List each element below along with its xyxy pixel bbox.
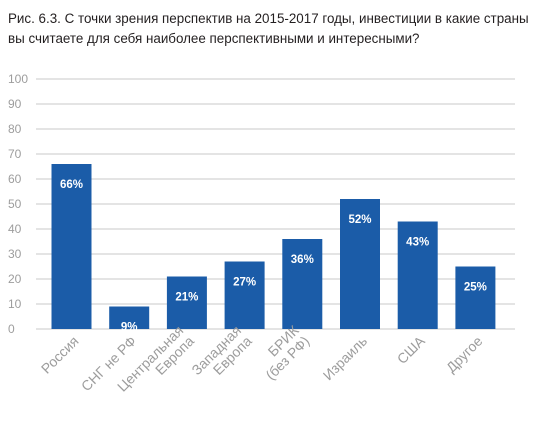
- x-category-label-line: США: [394, 332, 429, 367]
- y-tick-label: 40: [8, 222, 22, 236]
- x-category-label: Россия: [38, 333, 82, 377]
- y-tick-label: 10: [8, 297, 22, 311]
- y-tick-label: 70: [8, 147, 22, 161]
- bar: [224, 261, 265, 329]
- bar: [397, 221, 438, 329]
- bar: [166, 276, 207, 329]
- bar-data-label: 25%: [464, 282, 487, 294]
- bar: [455, 266, 496, 329]
- y-tick-label: 0: [8, 322, 15, 336]
- x-category-label: Другое: [443, 333, 486, 376]
- x-category-label-line: Израиль: [320, 333, 370, 383]
- y-tick-label: 20: [8, 272, 22, 286]
- bar-data-label: 52%: [348, 214, 371, 226]
- bar: [340, 199, 380, 329]
- bar-data-label: 66%: [60, 179, 83, 191]
- y-tick-label: 100: [8, 72, 28, 86]
- bar: [109, 306, 150, 329]
- bar-data-label: 21%: [175, 292, 198, 304]
- y-tick-label: 80: [8, 122, 22, 136]
- y-axis-ticks: 0 10 20 30 40 50 60 70 80 90 100: [8, 72, 28, 336]
- bar-data-label: 36%: [291, 254, 314, 266]
- x-category-label-line: Другое: [443, 333, 486, 376]
- bar-data-label: 27%: [233, 277, 256, 289]
- gridlines: [36, 78, 515, 330]
- y-tick-label: 30: [8, 247, 22, 261]
- x-category-label: БРИК(без РФ): [262, 322, 312, 383]
- y-tick-label: 60: [8, 172, 22, 186]
- bar: [282, 239, 323, 329]
- y-tick-label: 90: [8, 97, 22, 111]
- bar-data-label: 9%: [121, 322, 138, 334]
- x-category-label-line: Россия: [38, 333, 82, 377]
- x-category-label: США: [394, 332, 429, 367]
- bar: [51, 164, 92, 329]
- x-category-label: Израиль: [320, 333, 370, 383]
- chart-title: Рис. 6.3. С точки зрения перспектив на 2…: [8, 11, 529, 46]
- y-tick-label: 50: [8, 197, 22, 211]
- bars: 66% 9% 21% 27% 36% 52% 43% 25%: [51, 164, 496, 334]
- bar-data-label: 43%: [406, 237, 429, 249]
